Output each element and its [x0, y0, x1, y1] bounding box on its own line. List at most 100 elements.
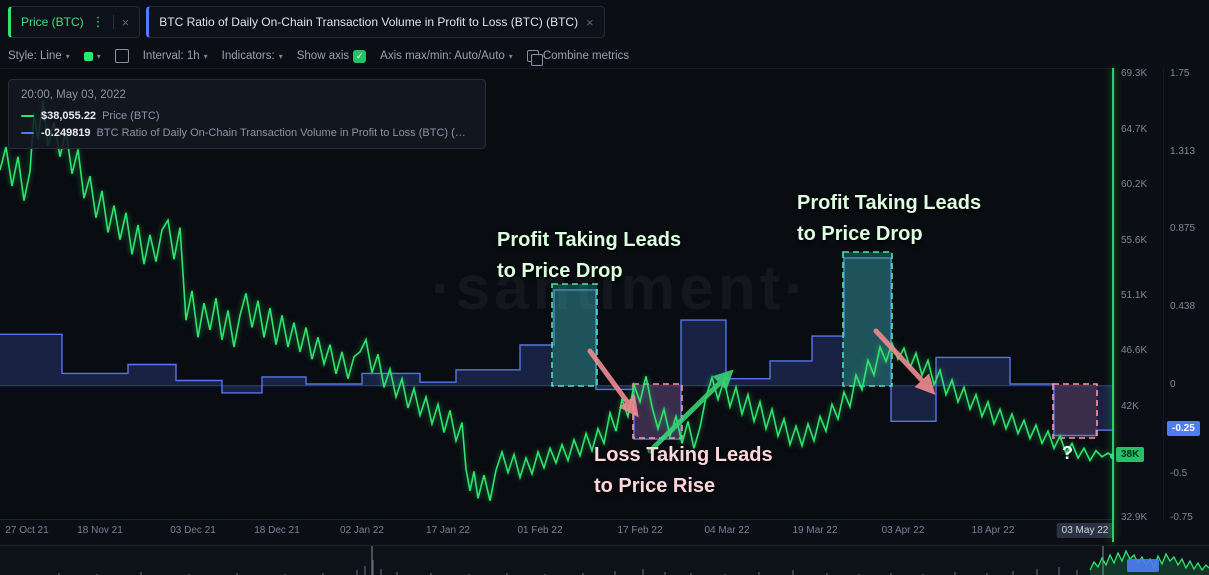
show-axis-label: Show axis [296, 50, 350, 62]
price-axis-tick: 51.1K [1121, 290, 1148, 301]
fullscreen-button[interactable] [114, 49, 129, 63]
x-axis-tick: 03 Dec 21 [170, 525, 216, 536]
nav-bar [140, 572, 142, 575]
ratio-axis-tick: 1.313 [1170, 145, 1196, 157]
color-swatch [83, 51, 93, 61]
tab-btc-ratio[interactable]: BTC Ratio of Daily On-Chain Transaction … [146, 6, 605, 38]
combine-label: Combine metrics [542, 50, 630, 62]
price-axis-tick: 69.3K [1121, 68, 1148, 79]
nav-bar [430, 573, 432, 575]
x-axis-tick: 27 Oct 21 [5, 525, 49, 536]
crosshair-tooltip: 20:00, May 03, 2022 $38,055.22 Price (BT… [8, 79, 486, 149]
ratio-area [726, 378, 770, 386]
ratio-axis-tick: -0.75 [1170, 512, 1193, 523]
combine-metrics-button[interactable]: Combine metrics [526, 50, 630, 66]
checkbox-checked-icon[interactable]: ✓ [353, 49, 367, 63]
x-axis-tick: 02 Jan 22 [340, 525, 384, 536]
annotation-text: ? [1062, 443, 1073, 463]
ratio-area [812, 336, 844, 386]
nav-bar [664, 572, 666, 575]
axis-maxmin-label: Axis max/min: Auto/Auto [380, 50, 505, 62]
tooltip-price-value: $38,055.22 [41, 110, 97, 122]
price-line [0, 100, 1114, 501]
ratio-axis: 1.75 1.313 0.875 0.438 0 -0.5 -0.75 -0.25 [1163, 68, 1209, 523]
chevron-down-icon: ▾ [508, 51, 513, 61]
ratio-area [0, 334, 62, 386]
ratio-axis-tick: -0.5 [1170, 467, 1188, 479]
ratio-area [456, 369, 520, 386]
interval-select[interactable]: Interval: 1h ▾ [143, 50, 208, 62]
price-axis: 69.3K 64.7K 60.2K 55.6K 51.1K 46.6K 42K 32.9K 38… [1115, 68, 1163, 523]
style-label: Style: Line [8, 50, 62, 62]
ratio-area [520, 344, 554, 386]
chart-canvas[interactable]: ·santiment· Profit Taking Leads to Price D… [0, 68, 1115, 520]
nav-bar [236, 573, 238, 575]
navigator-svg[interactable] [0, 546, 1209, 575]
price-axis-tick: 42K [1121, 401, 1139, 412]
ratio-current-badge: -0.25 [1167, 421, 1200, 437]
ratio-area [554, 289, 596, 386]
ratio-area [62, 373, 128, 386]
crosshair-line [1112, 68, 1114, 542]
axis-maxmin-select[interactable]: Axis max/min: Auto/Auto ▾ [380, 50, 513, 62]
nav-bar [792, 570, 794, 575]
ratio-area [306, 384, 362, 386]
chevron-down-icon: ▾ [96, 51, 101, 61]
ratio-area [1096, 385, 1114, 431]
color-swatch-select[interactable]: ▾ [83, 51, 101, 61]
nav-bar [758, 572, 760, 575]
kebab-menu-icon[interactable]: ⋮ [91, 14, 105, 29]
nav-bar [396, 572, 398, 575]
x-axis-tick: 17 Feb 22 [617, 525, 663, 536]
style-select[interactable]: Style: Line ▾ [8, 50, 70, 62]
ratio-axis-tick: 0 [1170, 378, 1176, 390]
tab-ratio-label: BTC Ratio of Daily On-Chain Transaction … [159, 15, 579, 29]
nav-bar [1012, 571, 1014, 575]
metric-tabbar: Price (BTC) ⋮ × BTC Ratio of Daily On-Ch… [0, 0, 1209, 44]
range-navigator[interactable] [0, 545, 1209, 575]
tooltip-price-label: Price (BTC) [102, 110, 160, 122]
price-axis-tick: 32.9K [1121, 512, 1148, 523]
x-axis-tick: 04 Mar 22 [704, 525, 750, 536]
close-icon[interactable]: × [121, 14, 130, 30]
nav-bar [642, 569, 644, 575]
ratio-step-line [0, 257, 1114, 440]
x-axis-tick: 19 Mar 22 [792, 525, 838, 536]
ratio-area [681, 320, 726, 386]
chevron-down-icon: ▾ [278, 51, 283, 61]
nav-bar [58, 573, 60, 575]
x-axis-tick: 01 Feb 22 [517, 525, 563, 536]
chart-svg[interactable]: ·santiment· Profit Taking Leads to Price D… [0, 69, 1115, 520]
chevron-down-icon: ▾ [65, 51, 70, 61]
salmon-arrow [587, 348, 639, 418]
ratio-area [770, 360, 812, 386]
tooltip-row-ratio: -0.249819 BTC Ratio of Daily On-Chain Tr… [21, 127, 473, 139]
ratio-area [1010, 384, 1054, 386]
nav-bar [1076, 570, 1078, 575]
price-axis-tick: 46.6K [1121, 344, 1148, 356]
ratio-axis-tick: 1.75 [1170, 68, 1190, 79]
annotation-text: to Price Rise [594, 475, 715, 497]
annotation-text: Profit Taking Leads [797, 192, 981, 214]
ratio-area [176, 380, 222, 386]
nav-bar [506, 573, 508, 575]
nav-bar [356, 570, 358, 575]
tooltip-ratio-label: BTC Ratio of Daily On-Chain Transaction … [96, 127, 473, 139]
x-axis-tick: 18 Nov 21 [77, 525, 123, 536]
tab-price-btc[interactable]: Price (BTC) ⋮ × [8, 6, 141, 38]
nav-bar [582, 573, 584, 575]
chevron-down-icon: ▾ [203, 51, 208, 61]
tab-divider [112, 15, 114, 29]
loss-highlight-rect [1052, 383, 1098, 439]
close-icon[interactable]: × [586, 14, 594, 30]
show-axis-toggle[interactable]: Show axis ✓ [296, 49, 367, 63]
nav-bar [986, 573, 988, 575]
nav-handle[interactable] [1127, 559, 1159, 572]
annotation-text: to Price Drop [797, 223, 923, 245]
x-axis-tick: 17 Jan 22 [426, 525, 470, 536]
price-current-badge: 38K [1116, 447, 1145, 463]
indicators-select[interactable]: Indicators: ▾ [222, 50, 283, 62]
profit-highlight-rect [551, 283, 598, 387]
nav-bar [690, 573, 692, 575]
tab-price-label: Price (BTC) [21, 15, 84, 29]
